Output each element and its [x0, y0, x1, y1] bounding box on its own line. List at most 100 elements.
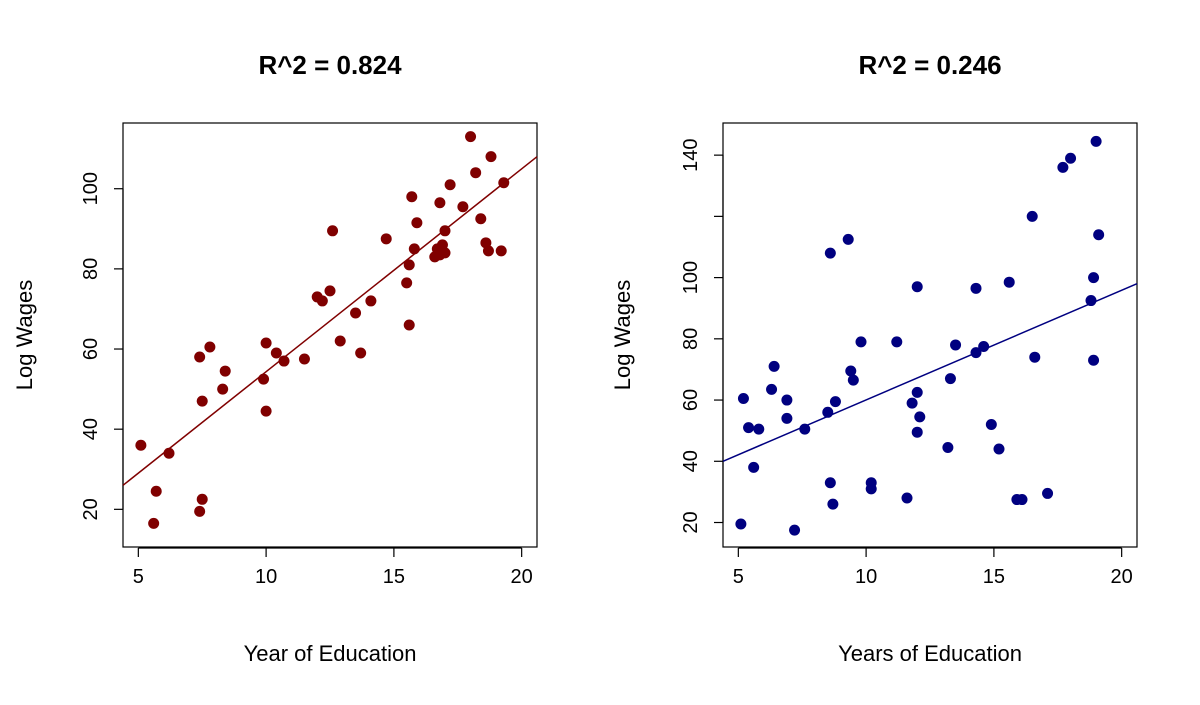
regression-line — [722, 283, 1138, 462]
y-axis: 20 40 60 80 100 140 — [680, 138, 724, 534]
x-axis: 5 10 15 20 — [733, 547, 1133, 588]
data-point — [781, 394, 793, 406]
data-point — [260, 337, 272, 349]
data-point — [148, 517, 160, 529]
data-point — [827, 498, 839, 510]
data-point — [439, 247, 451, 259]
data-point — [1090, 135, 1102, 147]
data-point — [911, 281, 923, 293]
data-point — [855, 336, 867, 348]
chart-title: R^2 = 0.824 — [258, 50, 402, 80]
data-point — [365, 295, 377, 307]
data-point — [260, 405, 272, 417]
y-tick-label: 100 — [80, 172, 102, 205]
data-point — [439, 225, 451, 237]
data-point — [324, 285, 336, 297]
data-point — [194, 505, 206, 517]
data-point — [475, 213, 487, 225]
data-point — [498, 177, 510, 189]
data-point — [334, 335, 346, 347]
data-point — [482, 245, 494, 257]
data-points — [735, 135, 1105, 536]
data-point — [768, 360, 780, 372]
data-point — [914, 411, 926, 423]
data-point — [748, 461, 760, 473]
data-point — [1026, 210, 1038, 222]
data-point — [194, 351, 206, 363]
data-point — [270, 347, 282, 359]
x-axis-label: Years of Education — [838, 641, 1022, 666]
y-tick-label: 20 — [680, 511, 702, 533]
data-point — [434, 197, 446, 209]
data-point — [355, 347, 367, 359]
data-point — [316, 295, 328, 307]
data-point — [822, 406, 834, 418]
x-axis: 5 10 15 20 — [133, 547, 533, 588]
y-tick-label: 40 — [680, 450, 702, 472]
data-point — [891, 336, 903, 348]
data-point — [217, 383, 229, 395]
data-point — [1065, 152, 1077, 164]
x-tick-label: 20 — [511, 566, 533, 588]
data-point — [470, 167, 482, 179]
data-point — [1088, 354, 1100, 366]
data-point — [978, 340, 990, 352]
data-point — [163, 447, 175, 459]
data-point — [970, 347, 982, 359]
data-point — [824, 247, 836, 259]
data-point — [743, 422, 755, 434]
y-tick-label: 20 — [80, 498, 102, 520]
chart-title: R^2 = 0.246 — [858, 50, 1001, 80]
data-point — [219, 365, 231, 377]
data-point — [380, 233, 392, 245]
fit-line — [122, 156, 538, 486]
fit-line — [722, 283, 1138, 462]
data-point — [950, 339, 962, 351]
data-point — [150, 485, 162, 497]
data-point — [1085, 295, 1097, 307]
plot-frame — [122, 122, 538, 548]
data-point — [847, 374, 859, 386]
y-tick-label: 60 — [680, 389, 702, 411]
data-point — [1016, 494, 1028, 506]
y-tick-label: 40 — [80, 418, 102, 440]
scatter-panel-education: R^2 = 0.824 Year of Education Log Wages … — [12, 50, 538, 666]
data-point — [403, 259, 415, 271]
data-point — [278, 355, 290, 367]
data-point — [985, 419, 997, 431]
y-tick-label: 80 — [680, 328, 702, 350]
data-point — [1088, 272, 1100, 284]
data-point — [901, 492, 913, 504]
y-tick-label: 140 — [680, 138, 702, 171]
data-point — [204, 341, 216, 353]
data-point — [1093, 229, 1105, 241]
x-tick-label: 10 — [855, 566, 877, 588]
data-point — [135, 439, 147, 451]
data-point — [465, 131, 477, 143]
data-point — [829, 396, 841, 408]
data-point — [865, 483, 877, 495]
plot-frame — [722, 122, 1138, 548]
data-point — [411, 217, 423, 229]
data-point — [993, 443, 1005, 455]
data-point — [485, 151, 497, 163]
data-point — [327, 225, 339, 237]
y-tick-label: 60 — [80, 338, 102, 360]
y-tick-label: 80 — [80, 258, 102, 280]
x-tick-label: 15 — [383, 566, 405, 588]
data-point — [196, 395, 208, 407]
data-point — [408, 243, 420, 255]
data-point — [401, 277, 413, 289]
data-point — [970, 282, 982, 294]
data-point — [799, 423, 811, 435]
data-point — [781, 412, 793, 424]
data-point — [444, 179, 456, 191]
x-tick-label: 10 — [255, 566, 277, 588]
data-point — [906, 397, 918, 409]
data-point — [258, 373, 270, 385]
data-points — [135, 131, 510, 529]
data-point — [350, 307, 362, 319]
data-point — [298, 353, 310, 365]
data-point — [942, 442, 954, 454]
